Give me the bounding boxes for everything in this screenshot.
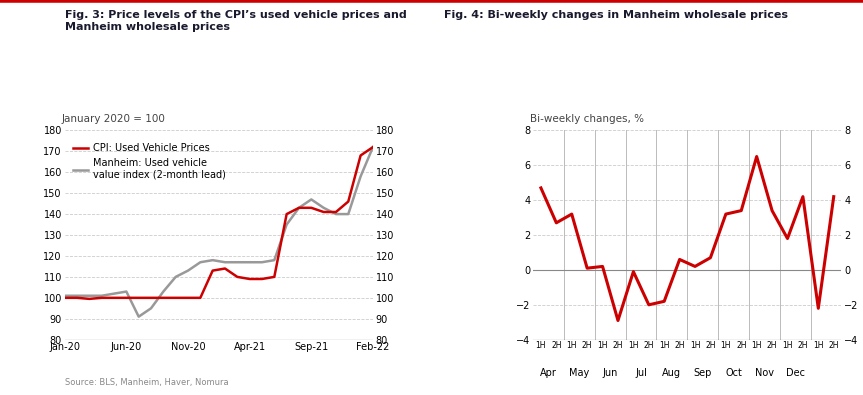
- Text: Oct: Oct: [725, 368, 742, 378]
- Text: Fig. 4: Bi-weekly changes in Manheim wholesale prices: Fig. 4: Bi-weekly changes in Manheim who…: [444, 10, 789, 20]
- Text: May: May: [570, 368, 589, 378]
- Text: Aug: Aug: [663, 368, 682, 378]
- Text: Nov: Nov: [755, 368, 774, 378]
- Text: Fig. 3: Price levels of the CPI’s used vehicle prices and: Fig. 3: Price levels of the CPI’s used v…: [65, 10, 406, 20]
- Text: Apr: Apr: [540, 368, 557, 378]
- Text: Sep: Sep: [694, 368, 712, 378]
- Legend: CPI: Used Vehicle Prices, Manheim: Used vehicle
value index (2-month lead): CPI: Used Vehicle Prices, Manheim: Used …: [70, 139, 230, 184]
- Text: Jun: Jun: [602, 368, 618, 378]
- Text: January 2020 = 100: January 2020 = 100: [61, 114, 166, 124]
- Text: Dec: Dec: [785, 368, 804, 378]
- Text: Jul: Jul: [635, 368, 647, 378]
- Text: Source: BLS, Manheim, Haver, Nomura: Source: BLS, Manheim, Haver, Nomura: [65, 378, 229, 387]
- Text: Manheim wholesale prices: Manheim wholesale prices: [65, 22, 230, 32]
- Text: Bi-weekly changes, %: Bi-weekly changes, %: [530, 114, 644, 124]
